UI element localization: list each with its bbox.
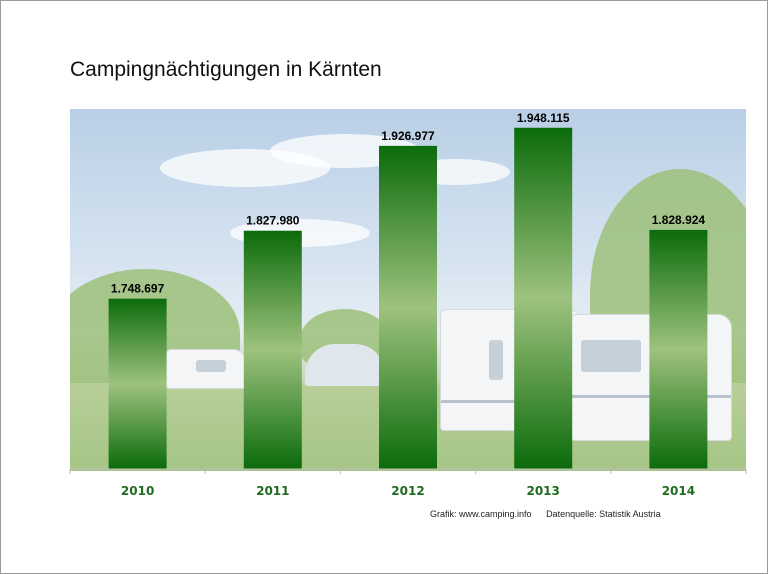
category-label: 2014 xyxy=(662,484,695,498)
bar-2011 xyxy=(243,230,302,469)
footer-quelle: Datenquelle: Statistik Austria xyxy=(546,509,661,519)
tent xyxy=(305,344,385,386)
category-label: 2010 xyxy=(121,484,154,498)
category-label: 2011 xyxy=(256,484,289,498)
bar-2010 xyxy=(108,298,167,469)
category-label: 2013 xyxy=(526,484,559,498)
value-label: 1.926.977 xyxy=(381,129,435,143)
bar-2014 xyxy=(649,229,708,469)
bar-2012 xyxy=(379,145,437,469)
value-label: 1.827.980 xyxy=(246,214,300,228)
caravan-stripe xyxy=(441,400,581,403)
caravan xyxy=(165,349,247,389)
bar-2013 xyxy=(514,127,573,469)
chart-footer: Grafik: www.camping.info Datenquelle: St… xyxy=(430,509,661,519)
caravan-window xyxy=(196,360,226,372)
caravan-window xyxy=(489,340,503,380)
value-label: 1.948.115 xyxy=(517,111,570,125)
value-label: 1.748.697 xyxy=(111,282,165,296)
chart-title: Campingnächtigungen in Kärnten xyxy=(70,58,382,81)
category-label: 2012 xyxy=(391,484,424,498)
value-label: 1.828.924 xyxy=(652,213,706,227)
caravan-window xyxy=(581,340,641,372)
footer-grafik: Grafik: www.camping.info xyxy=(430,509,532,519)
